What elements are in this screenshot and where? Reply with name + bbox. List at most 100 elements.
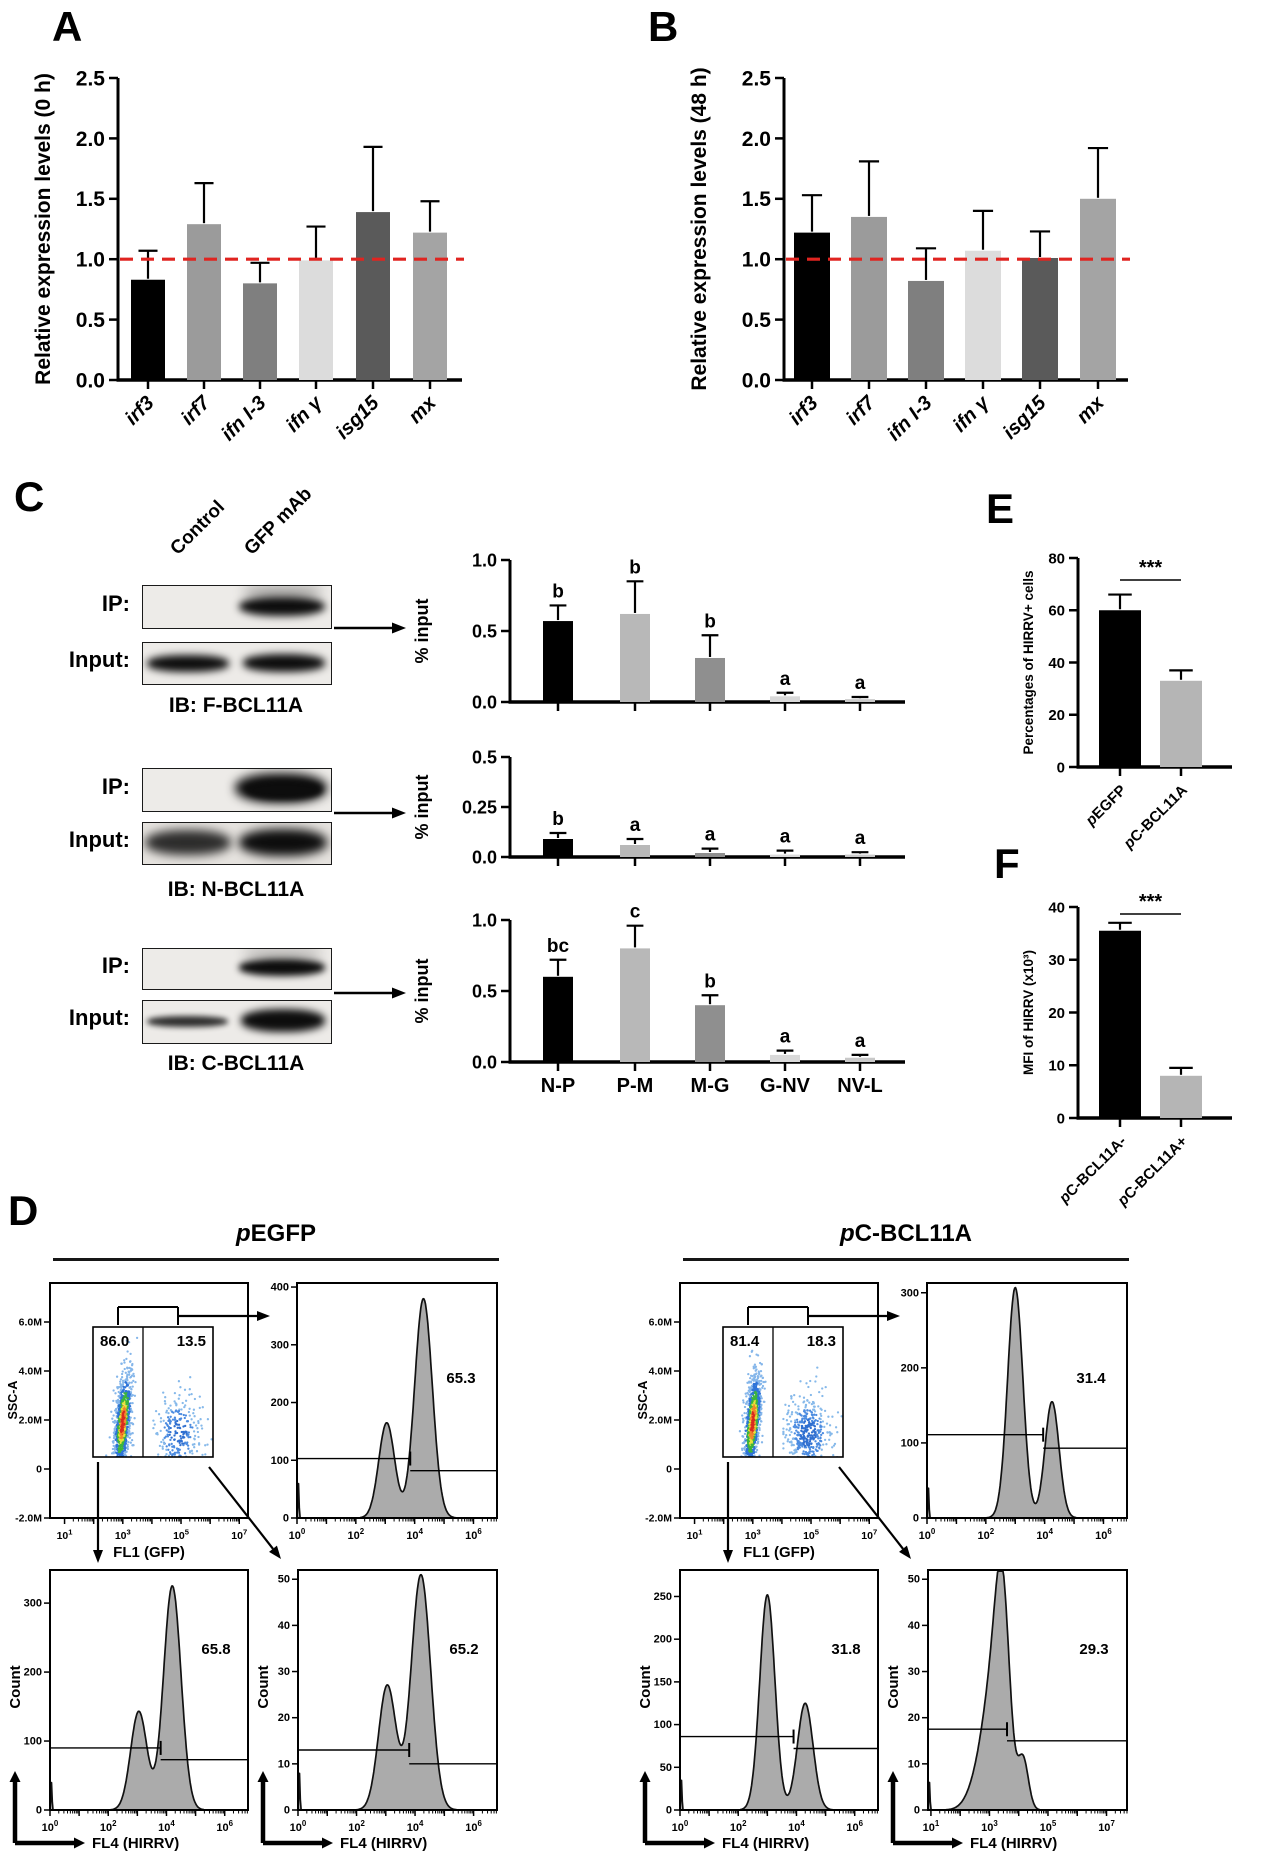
x-category-label: ifn I-3 <box>883 392 936 445</box>
bar-G-NV <box>770 696 800 702</box>
y-tick-label: 2.0 <box>742 128 771 151</box>
log-tick-label: 106 <box>846 1819 863 1834</box>
significance-letter: b <box>704 611 716 632</box>
plot-frame <box>927 1569 1128 1811</box>
x-category-label: irf3 <box>785 392 823 430</box>
y-tick-label: 30 <box>278 1666 290 1678</box>
significance-letter: a <box>855 1031 866 1052</box>
gfp-negative-arrow-head <box>93 1550 103 1563</box>
log-tick-label: 107 <box>231 1527 247 1542</box>
gate-percentage-value: 65.2 <box>449 1641 478 1658</box>
chart-percent-input-n: 0.0 0.25 0.5 % input b a a a a <box>412 747 905 867</box>
flow-group-underline-pc-bcl11a <box>683 1258 1129 1261</box>
y-tick-label: 2.0 <box>76 128 105 151</box>
x-category-label: ifn I-3 <box>217 392 270 445</box>
log-tick-label: 106 <box>465 1819 482 1834</box>
y-tick-label: 0.25 <box>462 797 497 817</box>
y-tick-label: 150 <box>654 1676 672 1688</box>
x-category-label: pEGFP <box>1082 782 1130 830</box>
ssc-axis-label: SSC-A <box>6 1381 20 1420</box>
y-tick-label: 2.5 <box>742 67 772 90</box>
x-category-label: M-G <box>691 1075 730 1097</box>
y-tick-label: 0.5 <box>472 621 497 641</box>
log-tick-label: 105 <box>803 1527 820 1542</box>
fl4-axis-arrow-head <box>952 1837 963 1849</box>
log-tick-label: 102 <box>730 1819 747 1834</box>
y-tick-label: 60 <box>1048 603 1065 620</box>
y-tick-label: 1.0 <box>472 910 497 930</box>
y-tick-label: 10 <box>908 1758 920 1770</box>
significance-letter: a <box>855 828 866 849</box>
y-tick-label: 1.5 <box>76 188 106 211</box>
fl4-axis-label: FL4 (HIRRV) <box>340 1835 427 1852</box>
y-tick-label: 300 <box>901 1287 919 1299</box>
bar-isg15 <box>1022 257 1058 380</box>
log-tick-label: 104 <box>1036 1527 1053 1542</box>
y-tick-label: 2.0M <box>649 1415 673 1427</box>
y-tick-label: 300 <box>24 1598 42 1610</box>
count-axis-arrow-head <box>887 1771 899 1782</box>
gfp-positive-arrow-head <box>899 1545 911 1559</box>
panel-d-letter: D <box>8 1187 39 1234</box>
bar-mx <box>413 232 447 380</box>
y-tick-label: 100 <box>901 1437 919 1449</box>
plot-frame <box>679 1569 879 1811</box>
y-tick-label: 300 <box>271 1339 289 1351</box>
x-category-label: irf7 <box>842 391 880 429</box>
y-axis-label: Percentages of HIRRV+ cells <box>1021 571 1036 755</box>
gate-box <box>92 1326 214 1458</box>
gate-percentage-value: 65.3 <box>446 1370 475 1387</box>
gfp-negative-arrow-head <box>723 1550 733 1563</box>
log-tick-label: 104 <box>407 1819 424 1834</box>
log-tick-label: 103 <box>115 1527 131 1542</box>
log-tick-label: 105 <box>1040 1819 1057 1834</box>
bar-ifn γ <box>299 260 333 380</box>
histogram-curve <box>297 1573 498 1811</box>
log-tick-label: 100 <box>290 1819 307 1834</box>
bar-pEGFP <box>1099 610 1141 767</box>
x-category-label: P-M <box>617 1075 654 1097</box>
significance-letter: a <box>780 669 791 690</box>
y-tick-label: 2.0M <box>19 1415 43 1427</box>
panel-a-letter: A <box>52 3 83 50</box>
log-tick-label: 104 <box>158 1819 175 1834</box>
x-category-label: irf3 <box>121 392 159 430</box>
y-tick-label: 10 <box>278 1758 290 1770</box>
density-scatter-points <box>105 1336 213 1457</box>
y-tick-label: 0 <box>666 1464 672 1476</box>
log-tick-label: 102 <box>348 1819 365 1834</box>
y-axis-label: Relative expression levels (48 h) <box>688 67 711 390</box>
histogram-curve <box>296 1297 498 1519</box>
gate-percentage-value: 31.4 <box>1076 1370 1106 1387</box>
blot-to-chart-arrows <box>334 622 406 999</box>
scatter-frame <box>679 1282 879 1519</box>
log-tick-label: 102 <box>978 1527 995 1542</box>
y-tick-label: 30 <box>908 1666 920 1678</box>
y-tick-label: 2.5 <box>76 67 106 90</box>
x-category-label: ifn γ <box>949 391 995 437</box>
blot-image-ip-c <box>142 948 332 990</box>
y-tick-label: 40 <box>1048 655 1065 672</box>
count-axis-arrow-head <box>257 1771 269 1782</box>
y-axis-label: MFI of HIRRV (x10³) <box>1021 950 1036 1075</box>
y-tick-label: 200 <box>271 1397 289 1409</box>
x-category-label: isg15 <box>999 391 1051 443</box>
y-tick-label: 4.0M <box>649 1366 673 1378</box>
significance-letter: a <box>855 673 866 694</box>
significance-letter: b <box>552 809 564 830</box>
y-tick-label: -2.0M <box>15 1513 42 1525</box>
log-tick-label: 101 <box>57 1527 74 1542</box>
count-axis-label: Count <box>637 1665 654 1708</box>
bar-irf3 <box>131 279 165 380</box>
significance-stars: *** <box>1139 891 1163 913</box>
significance-stars: *** <box>1139 557 1163 579</box>
x-category-label: mx <box>405 391 442 428</box>
y-axis-label: Relative expression levels (0 h) <box>32 73 55 385</box>
log-tick-label: 104 <box>406 1527 423 1542</box>
y-tick-label: -2.0M <box>645 1513 672 1525</box>
log-tick-label: 100 <box>289 1527 306 1542</box>
bar-pC-BCL11A- <box>1099 930 1141 1118</box>
bar-ifn I-3 <box>908 280 944 380</box>
bar-NV-L <box>845 854 875 857</box>
bar-G-NV <box>770 854 800 857</box>
